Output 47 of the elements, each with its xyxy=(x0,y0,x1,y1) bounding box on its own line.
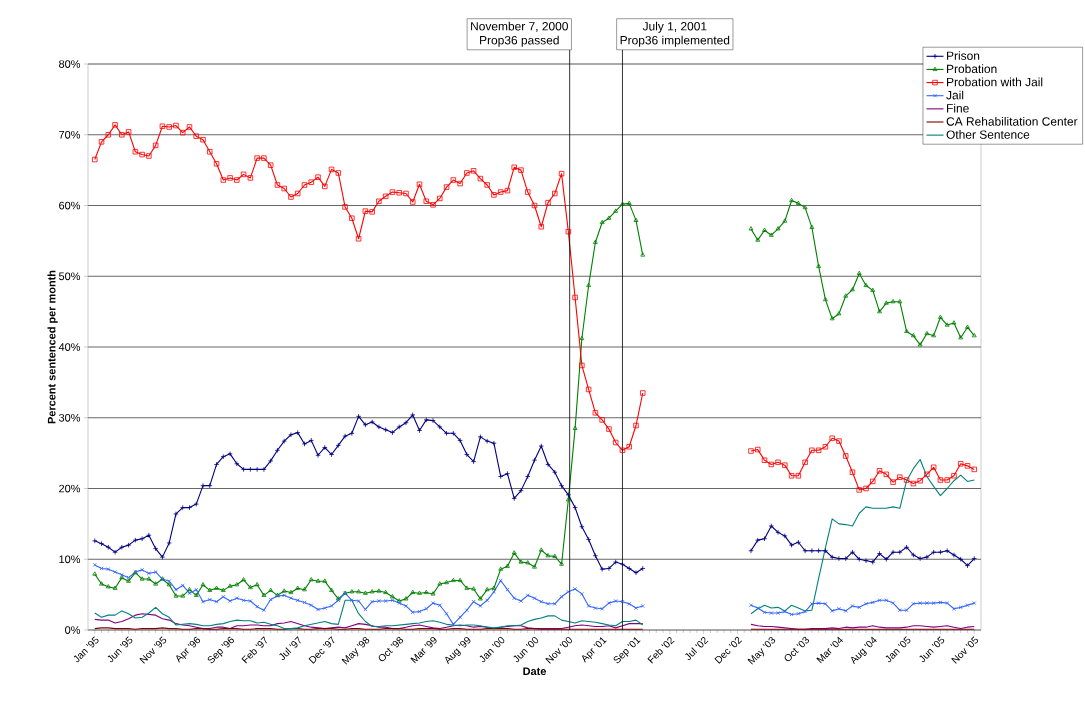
legend-label: Other Sentence xyxy=(946,130,1030,139)
legend-label: Probation with Jail xyxy=(947,77,1043,87)
x-tick-label: Dec '97 xyxy=(308,636,335,664)
y-tick-label: 50% xyxy=(58,272,81,281)
legend-label: CA Rehabilitation Center xyxy=(946,116,1078,126)
x-tick-label: Apr '96 xyxy=(176,636,201,663)
x-tick-label: Aug '99 xyxy=(445,637,471,665)
x-tick-label: Jan '95 xyxy=(73,636,99,663)
legend-label: Prison xyxy=(947,51,980,60)
x-tick-label: Sep '96 xyxy=(207,636,234,664)
x-tick-label: Aug '04 xyxy=(851,636,877,665)
text: July 1, 2001 xyxy=(642,21,707,33)
x-tick-label: Nov '00 xyxy=(545,636,572,664)
x-tick-label: Nov '05 xyxy=(951,636,979,664)
y-tick-label: 40% xyxy=(58,343,81,351)
x-tick-label: Oct '98 xyxy=(378,636,404,662)
y-axis-title: Percent sentenced per month xyxy=(47,270,58,424)
text: Prop36 passed xyxy=(480,35,559,47)
x-tick-label: Jun '00 xyxy=(513,636,539,663)
y-tick-label: 20% xyxy=(59,484,81,493)
y-tick-label: 80% xyxy=(59,60,81,68)
text: Prop36 implemented xyxy=(620,35,730,47)
y-tick-label: 0% xyxy=(65,626,81,634)
text: November 7, 2000 xyxy=(471,21,568,32)
x-tick-label: Jan '05 xyxy=(885,636,911,663)
legend-label: Jail xyxy=(946,90,964,100)
x-tick-label: Dec '02 xyxy=(714,636,743,664)
x-tick-label: Feb '97 xyxy=(241,636,267,664)
y-tick-label: 10% xyxy=(59,555,81,564)
legend-label: Probation xyxy=(947,64,997,74)
y-tick-label: 30% xyxy=(58,413,81,422)
x-tick-label: Oct '03 xyxy=(784,636,810,662)
x-tick-label: Jun '95 xyxy=(107,636,133,663)
x-tick-label: Apr '01 xyxy=(582,637,607,663)
y-tick-label: 70% xyxy=(59,130,81,139)
x-tick-label: Sep '01 xyxy=(613,637,641,664)
x-tick-label: Feb '02 xyxy=(647,637,675,664)
x-tick-label: Jun '05 xyxy=(919,636,945,663)
x-tick-label: Jan '00 xyxy=(479,636,505,663)
x-axis-title: Date xyxy=(523,667,546,676)
x-tick-label: Mar '99 xyxy=(410,637,437,664)
x-tick-label: Mar '04 xyxy=(816,636,843,664)
y-tick-label: 60% xyxy=(59,201,81,210)
x-tick-label: Jul '02 xyxy=(685,637,709,661)
legend-label: Fine xyxy=(947,103,969,113)
x-tick-label: Jul '97 xyxy=(279,636,301,661)
x-tick-label: Nov '95 xyxy=(139,636,167,664)
